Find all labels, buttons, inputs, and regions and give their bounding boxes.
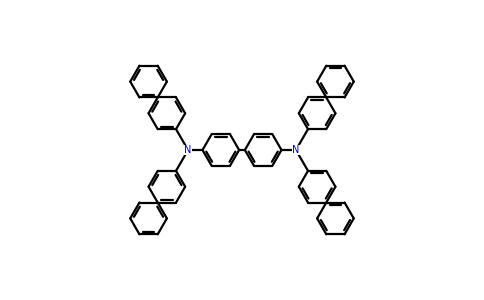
Text: N: N xyxy=(292,145,300,155)
Text: N: N xyxy=(184,145,192,155)
